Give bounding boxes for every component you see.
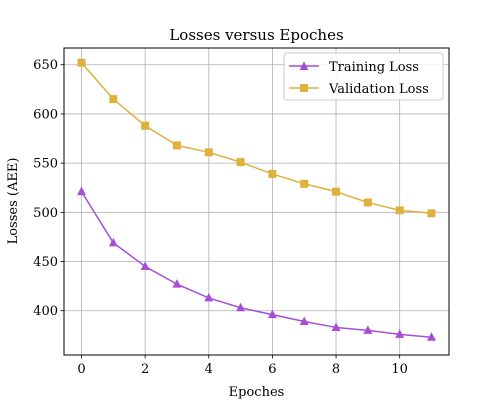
series-validation-loss <box>77 58 436 218</box>
legend-label-training-loss: Training Loss <box>329 60 419 75</box>
legend-label-validation-loss: Validation Loss <box>328 82 429 97</box>
data-point-validation-loss <box>332 187 341 196</box>
data-point-training-loss <box>236 302 246 312</box>
legend: Training Loss Validation Loss <box>283 52 444 101</box>
x-tick-label: 4 <box>205 362 213 377</box>
data-point-training-loss <box>363 325 373 334</box>
data-point-validation-loss <box>395 206 404 215</box>
data-point-validation-loss <box>204 148 213 157</box>
data-point-training-loss <box>267 309 277 319</box>
y-axis-label: Losses (AEE) <box>6 158 21 245</box>
y-tick-label: 400 <box>33 304 58 319</box>
data-point-validation-loss <box>363 198 372 207</box>
legend-marker-validation-loss <box>300 84 308 92</box>
y-tick-label: 500 <box>33 206 58 221</box>
x-tick-label: 2 <box>141 362 149 377</box>
x-tick-label: 6 <box>268 362 276 377</box>
data-point-validation-loss <box>172 141 181 150</box>
x-tick-label: 0 <box>77 362 85 377</box>
data-point-training-loss <box>77 186 86 196</box>
legend-box <box>283 52 444 101</box>
legend-item-training-loss: Training Loss <box>289 60 419 75</box>
data-point-validation-loss <box>109 95 118 104</box>
plot-frame <box>63 47 450 356</box>
legend-item-validation-loss: Validation Loss <box>289 82 429 97</box>
legend-marker-training-loss <box>299 61 309 70</box>
data-point-validation-loss <box>300 179 309 188</box>
y-axis-ticks: 400 450 500 550 600 650 <box>33 58 64 319</box>
x-tick-label: 10 <box>391 362 408 377</box>
data-point-training-loss <box>331 322 341 331</box>
y-tick-label: 550 <box>33 157 58 172</box>
data-point-training-loss <box>204 292 214 302</box>
y-tick-label: 600 <box>33 107 58 122</box>
y-tick-label: 650 <box>33 58 58 73</box>
data-point-training-loss <box>427 332 436 341</box>
series-training-loss <box>77 186 436 341</box>
series-line-training-loss <box>80 191 432 339</box>
y-tick-label: 450 <box>33 255 58 270</box>
data-point-validation-loss <box>77 58 86 67</box>
data-point-training-loss <box>395 329 405 338</box>
x-tick-label: 8 <box>332 362 340 377</box>
x-axis-ticks: 0 2 4 6 8 10 <box>77 355 408 377</box>
data-point-training-loss <box>299 316 309 326</box>
series-layer <box>77 58 436 341</box>
data-point-validation-loss <box>141 121 150 130</box>
data-point-training-loss <box>172 279 182 288</box>
data-point-training-loss <box>140 261 150 270</box>
series-line-validation-loss <box>80 62 432 215</box>
x-axis-label: Epoches <box>229 385 285 400</box>
data-point-training-loss <box>108 237 118 247</box>
chart-title: Losses versus Epoches <box>169 26 343 44</box>
data-point-validation-loss <box>268 169 277 178</box>
data-point-validation-loss <box>236 158 245 167</box>
data-point-validation-loss <box>427 209 436 218</box>
